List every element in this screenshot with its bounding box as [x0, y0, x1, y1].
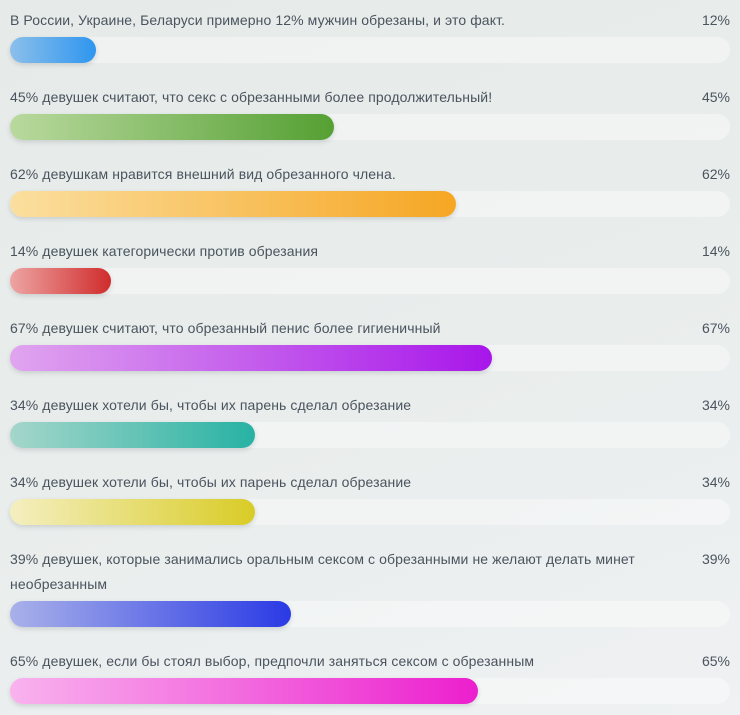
poll-result-bar	[10, 499, 255, 525]
poll-bar-track	[10, 499, 730, 525]
poll-question-label: 45% девушек считают, что секс с обрезанн…	[10, 89, 493, 105]
poll-result-bar	[10, 345, 493, 371]
poll-question-label: 39% девушек, которые занимались оральным…	[10, 551, 635, 592]
poll-question-label: 67% девушек считают, что обрезанный пени…	[10, 320, 441, 336]
poll-result-bar	[10, 114, 334, 140]
poll-row: 34% девушек хотели бы, чтобы их парень с…	[10, 393, 730, 448]
poll-bar-track	[10, 37, 730, 63]
poll-value-label: 12%	[701, 12, 730, 28]
poll-value-label: 67%	[701, 320, 730, 336]
poll-results-list: В России, Украине, Беларуси примерно 12%…	[10, 8, 730, 704]
poll-result-bar	[10, 422, 255, 448]
poll-row-header: 45% девушек считают, что секс с обрезанн…	[10, 85, 730, 110]
poll-result-bar	[10, 678, 478, 704]
poll-result-bar	[10, 191, 457, 217]
poll-value-label: 45%	[701, 89, 730, 105]
poll-row-header: В России, Украине, Беларуси примерно 12%…	[10, 8, 730, 33]
poll-row: В России, Украине, Беларуси примерно 12%…	[10, 8, 730, 63]
poll-bar-track	[10, 268, 730, 294]
poll-bar-track	[10, 601, 730, 627]
poll-bar-track	[10, 345, 730, 371]
poll-bar-track	[10, 678, 730, 704]
poll-row: 34% девушек хотели бы, чтобы их парень с…	[10, 470, 730, 525]
poll-value-label: 34%	[701, 474, 730, 490]
poll-row-header: 67% девушек считают, что обрезанный пени…	[10, 316, 730, 341]
poll-bar-track	[10, 422, 730, 448]
poll-question-label: 14% девушек категорически против обрезан…	[10, 243, 319, 259]
poll-value-label: 39%	[701, 551, 730, 567]
poll-question-label: 65% девушек, если бы стоял выбор, предпо…	[10, 653, 535, 669]
poll-result-bar	[10, 268, 111, 294]
poll-result-bar	[10, 601, 291, 627]
poll-row: 14% девушек категорически против обрезан…	[10, 239, 730, 294]
poll-row-header: 34% девушек хотели бы, чтобы их парень с…	[10, 470, 730, 495]
poll-value-label: 62%	[701, 166, 730, 182]
poll-row: 67% девушек считают, что обрезанный пени…	[10, 316, 730, 371]
poll-question-label: 34% девушек хотели бы, чтобы их парень с…	[10, 397, 412, 413]
poll-row: 65% девушек, если бы стоял выбор, предпо…	[10, 649, 730, 704]
poll-result-bar	[10, 37, 97, 63]
poll-value-label: 34%	[701, 397, 730, 413]
poll-bar-track	[10, 114, 730, 140]
poll-value-label: 14%	[701, 243, 730, 259]
poll-bar-track	[10, 191, 730, 217]
poll-value-label: 65%	[701, 653, 730, 669]
poll-row-header: 62% девушкам нравится внешний вид обреза…	[10, 162, 730, 187]
poll-question-label: В России, Украине, Беларуси примерно 12%…	[10, 12, 506, 28]
poll-row: 45% девушек считают, что секс с обрезанн…	[10, 85, 730, 140]
poll-row: 39% девушек, которые занимались оральным…	[10, 547, 730, 627]
poll-question-label: 62% девушкам нравится внешний вид обреза…	[10, 166, 396, 182]
poll-row-header: 14% девушек категорически против обрезан…	[10, 239, 730, 264]
poll-row-header: 39% девушек, которые занимались оральным…	[10, 547, 730, 597]
poll-question-label: 34% девушек хотели бы, чтобы их парень с…	[10, 474, 412, 490]
poll-row-header: 34% девушек хотели бы, чтобы их парень с…	[10, 393, 730, 418]
poll-row-header: 65% девушек, если бы стоял выбор, предпо…	[10, 649, 730, 674]
poll-row: 62% девушкам нравится внешний вид обреза…	[10, 162, 730, 217]
